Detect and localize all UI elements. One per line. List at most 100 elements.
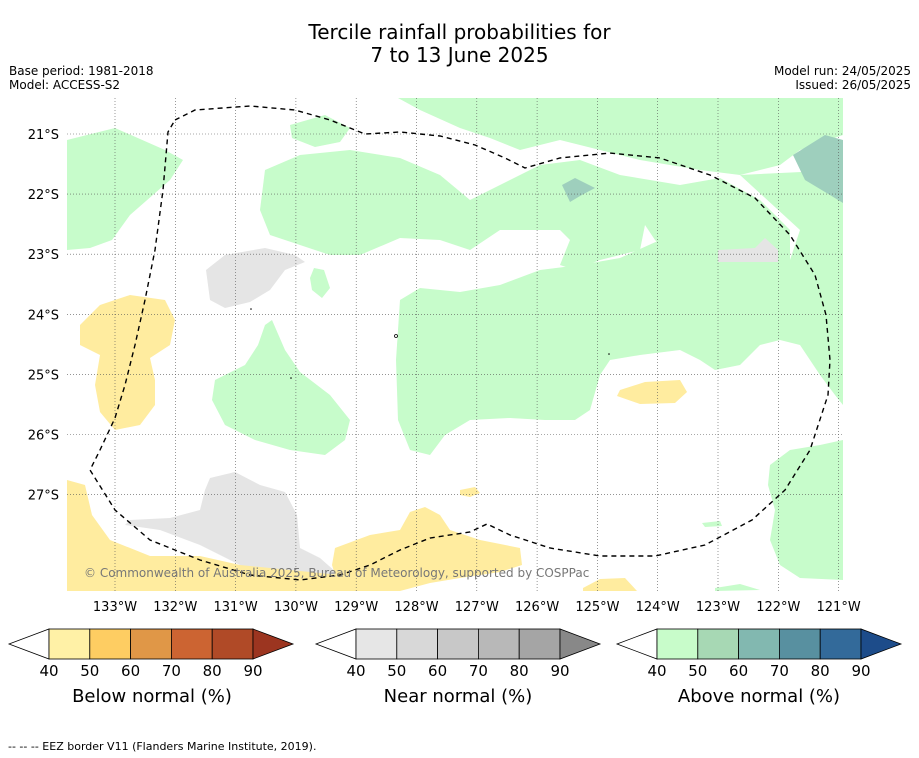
colorbar-tick: 40 — [647, 662, 666, 680]
colorbar-segment — [738, 628, 780, 660]
below-normal-regions — [67, 295, 687, 591]
above60-patch-central — [562, 178, 595, 202]
map-panel — [67, 98, 843, 591]
colorbar-segment — [779, 628, 821, 660]
colorbar-below: 40 50 60 70 80 90 — [7, 628, 295, 680]
colorbar-tick: 50 — [688, 662, 707, 680]
colorbar-label-above: Above normal (%) — [677, 686, 841, 707]
gridlines — [67, 98, 843, 591]
above-region-southwest — [212, 320, 350, 455]
colorbar-segment — [819, 628, 862, 660]
near-region-west — [206, 248, 305, 308]
below-region-west — [80, 295, 175, 430]
model-run: Model run: 24/05/2025 — [773, 64, 911, 78]
near-normal-regions — [125, 238, 778, 591]
island-marker-3 — [290, 377, 292, 379]
colorbar-extend-low — [314, 628, 357, 660]
below-region-southeast — [583, 578, 637, 591]
colorbar-tick: 80 — [811, 662, 830, 680]
colorbar-extend-low — [7, 628, 50, 660]
lon-label: 124°W — [636, 600, 680, 615]
colorbar-tick: 90 — [851, 662, 870, 680]
colorbar-segment — [656, 628, 699, 660]
colorbar-segment — [130, 628, 172, 660]
lon-label: 127°W — [455, 600, 499, 615]
colorbar-tick: 80 — [203, 662, 222, 680]
lon-label: 130°W — [274, 600, 318, 615]
lon-label: 131°W — [214, 600, 258, 615]
lon-label: 128°W — [394, 600, 438, 615]
lat-label: 23°S — [28, 248, 59, 263]
lon-label: 125°W — [575, 600, 619, 615]
colorbar-above: 40 50 60 70 80 90 — [615, 628, 903, 680]
latitude-labels: 21°S 22°S 23°S 24°S 25°S 26°S 27°S — [28, 128, 59, 504]
colorbar-tick: 60 — [121, 662, 140, 680]
island-marker-2 — [250, 308, 252, 310]
colorbar-segment — [697, 628, 739, 660]
colorbar-tick: 90 — [243, 662, 262, 680]
colorbar-segment — [396, 628, 438, 660]
above-region-central — [260, 150, 790, 275]
title-line-2: 7 to 13 June 2025 — [370, 43, 549, 67]
colorbar-segment — [437, 628, 479, 660]
lat-label: 24°S — [28, 308, 59, 323]
eez-footnote: -- -- -- EEZ border V11 (Flanders Marine… — [8, 740, 317, 753]
lon-label: 122°W — [756, 600, 800, 615]
base-period: Base period: 1981-2018 — [9, 64, 154, 78]
below-region-south-central — [332, 507, 522, 591]
near-region-east — [718, 238, 778, 262]
colorbar-label-below: Below normal (%) — [72, 686, 232, 707]
colorbars: 40 50 60 70 80 90 40 50 60 70 80 90 40 50 60 70 80 90 — [7, 628, 903, 680]
colorbar-segment — [211, 628, 254, 660]
lon-label: 121°W — [817, 600, 861, 615]
colorbar-segment — [48, 628, 91, 660]
colorbar-label-near: Near normal (%) — [383, 686, 533, 707]
above-region-east-band — [396, 170, 843, 455]
copyright-text: © Commonwealth of Australia 2025, Bureau… — [84, 566, 589, 580]
longitude-labels: 133°W 132°W 131°W 130°W 129°W 128°W 127°W 126°W… — [93, 600, 861, 615]
above-normal-regions — [67, 98, 843, 591]
lat-label: 21°S — [28, 128, 59, 143]
colorbar-near: 40 50 60 70 80 90 — [314, 628, 602, 680]
above-region-northeast-top — [398, 98, 843, 175]
above-region-northwest — [67, 128, 183, 250]
colorbar-tick: 70 — [469, 662, 488, 680]
near-region-south — [125, 472, 345, 591]
model-name: Model: ACCESS-S2 — [9, 78, 121, 92]
island-marker-4 — [608, 353, 610, 355]
above-normal-60-patches — [562, 135, 843, 203]
above-region-southeast — [768, 440, 843, 580]
issued-date: Issued: 26/05/2025 — [795, 78, 911, 92]
lon-label: 126°W — [515, 600, 559, 615]
colorbar-extend-high — [252, 628, 295, 660]
colorbar-extend-high — [559, 628, 602, 660]
lat-label: 22°S — [28, 188, 59, 203]
colorbar-tick: 50 — [80, 662, 99, 680]
lon-label: 132°W — [153, 600, 197, 615]
colorbar-extend-low — [615, 628, 658, 660]
below-region-southwest — [67, 480, 345, 591]
title-line-1: Tercile rainfall probabilities for — [308, 20, 611, 44]
lat-label: 25°S — [28, 368, 59, 383]
lon-label: 129°W — [334, 600, 378, 615]
lon-label: 133°W — [93, 600, 137, 615]
colorbar-tick: 60 — [729, 662, 748, 680]
island-marker-1 — [394, 334, 398, 338]
colorbar-segment — [477, 628, 520, 660]
above60-patch-northeast — [793, 135, 843, 203]
above-region-sliver-2 — [715, 584, 760, 591]
colorbar-tick: 40 — [346, 662, 365, 680]
colorbar-tick: 50 — [387, 662, 406, 680]
lat-label: 26°S — [28, 429, 59, 444]
above-region-small-west — [310, 268, 330, 298]
colorbar-tick: 70 — [162, 662, 181, 680]
colorbar-tick: 80 — [510, 662, 529, 680]
colorbar-tick: 40 — [39, 662, 58, 680]
colorbar-tick: 90 — [550, 662, 569, 680]
colorbar-segment — [518, 628, 561, 660]
colorbar-segment — [170, 628, 213, 660]
above-region-sliver-1 — [702, 521, 722, 527]
lon-label: 123°W — [696, 600, 740, 615]
colorbar-segment — [355, 628, 398, 660]
